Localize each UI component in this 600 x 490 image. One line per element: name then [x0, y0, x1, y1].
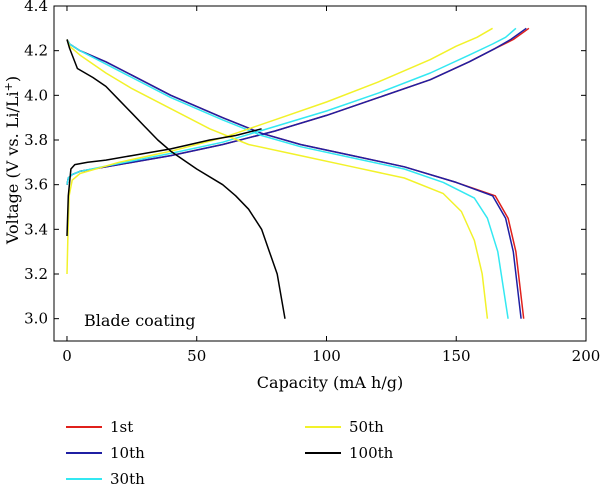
axes-group: 0 50 100 150 200 3.0 3.2 3.4 3.6 3.8 4.0 4.2 4.4 — [24, 0, 600, 365]
x-tick-label: 100 — [312, 347, 341, 365]
y-tick-label: 3.8 — [24, 131, 48, 149]
legend-label-30th: 30th — [110, 470, 145, 488]
series-line-10th-discharge — [66, 39, 522, 319]
y-tick-label: 4.0 — [24, 86, 48, 104]
legend-label-50th: 50th — [349, 418, 384, 436]
x-tick-label: 0 — [62, 347, 72, 365]
y-axis-label-main: Voltage (V vs. Li/Li — [3, 91, 22, 245]
series-line-10th-charge — [66, 27, 527, 185]
series-line-100th-discharge — [66, 39, 286, 319]
blade-coating-annotation: Blade coating — [84, 311, 195, 330]
y-tick-label: 3.2 — [24, 265, 48, 283]
y-tick-label: 3.4 — [24, 220, 48, 238]
legend-label-100th: 100th — [349, 444, 394, 462]
y-tick-label: 4.4 — [24, 0, 48, 15]
plot-frame — [53, 5, 587, 342]
y-tick-label: 3.6 — [24, 176, 48, 194]
x-tick-label: 50 — [187, 347, 206, 365]
y-tick-label: 3.0 — [24, 310, 48, 328]
y-axis-label-superscript: + — [2, 82, 15, 91]
x-tick-label: 150 — [442, 347, 471, 365]
series-line-30th-discharge — [66, 39, 509, 319]
x-tick-label: 200 — [572, 347, 600, 365]
plot-frame-group — [53, 5, 587, 342]
y-axis-label-end: ) — [3, 76, 22, 82]
series-lines-group — [66, 27, 530, 319]
legend-label-10th: 10th — [110, 444, 145, 462]
series-line-1st-discharge — [66, 39, 525, 319]
legend-label-1st: 1st — [110, 418, 133, 436]
legend: 1st 10th 30th 50th 100th — [66, 418, 394, 488]
x-axis-label: Capacity (mA h/g) — [257, 373, 403, 392]
y-tick-label: 4.2 — [24, 42, 48, 60]
series-line-100th-charge — [66, 128, 262, 237]
series-line-50th-discharge — [66, 39, 489, 319]
y-axis-label: Voltage (V vs. Li/Li+) — [2, 76, 22, 245]
series-line-30th-charge — [66, 27, 517, 185]
